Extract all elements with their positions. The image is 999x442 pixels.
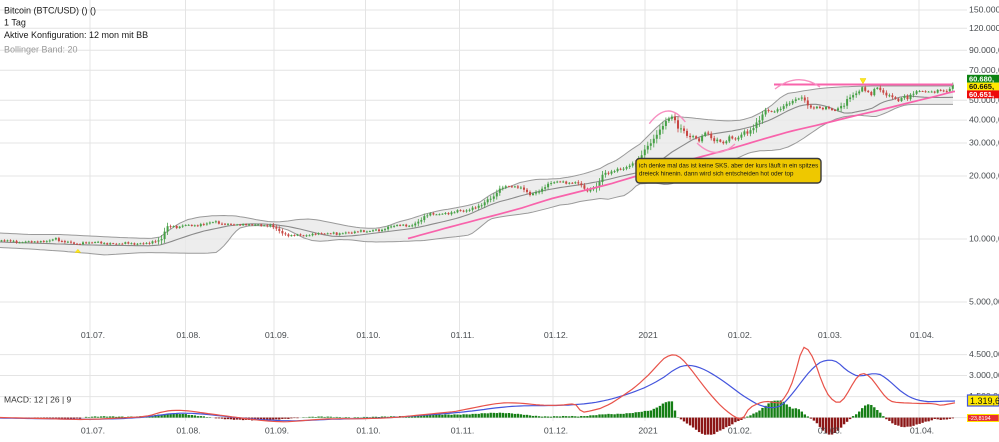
svg-text:01.11.: 01.11. xyxy=(451,330,475,340)
svg-text:01.02.: 01.02. xyxy=(728,330,752,340)
svg-text:5.000,00: 5.000,00 xyxy=(969,297,999,307)
svg-text:90.000,0: 90.000,0 xyxy=(969,45,999,55)
svg-text:ich denke mal das ist keine SK: ich denke mal das ist keine SKS. aber de… xyxy=(639,163,818,170)
svg-text:1 Tag: 1 Tag xyxy=(4,18,26,28)
svg-text:1.319,6: 1.319,6 xyxy=(970,396,999,406)
svg-text:3.000,00: 3.000,00 xyxy=(969,370,999,380)
svg-text:Bollinger Band: 20: Bollinger Band: 20 xyxy=(4,45,78,55)
svg-text:-23,8194: -23,8194 xyxy=(969,416,991,422)
svg-text:01.12.: 01.12. xyxy=(544,426,568,436)
svg-text:2021: 2021 xyxy=(638,426,657,436)
svg-text:01.10.: 01.10. xyxy=(356,330,380,340)
svg-text:70.000,0: 70.000,0 xyxy=(969,65,999,75)
svg-text:10.000,0: 10.000,0 xyxy=(969,234,999,244)
svg-text:01.07.: 01.07. xyxy=(81,426,105,436)
svg-text:Bitcoin (BTC/USD) () (): Bitcoin (BTC/USD) () () xyxy=(4,6,96,16)
svg-text:01.09.: 01.09. xyxy=(265,330,289,340)
svg-text:01.07.: 01.07. xyxy=(81,330,105,340)
svg-text:01.10.: 01.10. xyxy=(356,426,380,436)
svg-text:2021: 2021 xyxy=(638,330,657,340)
svg-text:Aktive Konfiguration: 12 mon m: Aktive Konfiguration: 12 mon mit BB xyxy=(4,30,148,40)
svg-text:MACD: 12 | 26 | 9: MACD: 12 | 26 | 9 xyxy=(4,395,72,405)
svg-text:01.03.: 01.03. xyxy=(818,426,842,436)
svg-text:01.11.: 01.11. xyxy=(451,426,475,436)
svg-text:dreieck hinenin. dann wird sic: dreieck hinenin. dann wird sich entschei… xyxy=(639,171,794,178)
svg-text:01.08.: 01.08. xyxy=(176,426,200,436)
svg-text:30.000,0: 30.000,0 xyxy=(969,138,999,148)
svg-text:01.03.: 01.03. xyxy=(818,330,842,340)
svg-text:20.000,0: 20.000,0 xyxy=(969,171,999,181)
svg-text:150.000,0: 150.000,0 xyxy=(969,5,999,15)
svg-text:01.04.: 01.04. xyxy=(910,330,934,340)
svg-text:01.12.: 01.12. xyxy=(544,330,568,340)
svg-text:01.08.: 01.08. xyxy=(176,330,200,340)
svg-text:01.02.: 01.02. xyxy=(728,426,752,436)
svg-text:40.000,0: 40.000,0 xyxy=(969,115,999,125)
svg-text:01.09.: 01.09. xyxy=(265,426,289,436)
svg-text:4.500,00: 4.500,00 xyxy=(969,349,999,359)
svg-text:60.651,: 60.651, xyxy=(969,90,994,99)
svg-text:120.000,0: 120.000,0 xyxy=(969,23,999,33)
svg-text:01.04.: 01.04. xyxy=(910,426,934,436)
